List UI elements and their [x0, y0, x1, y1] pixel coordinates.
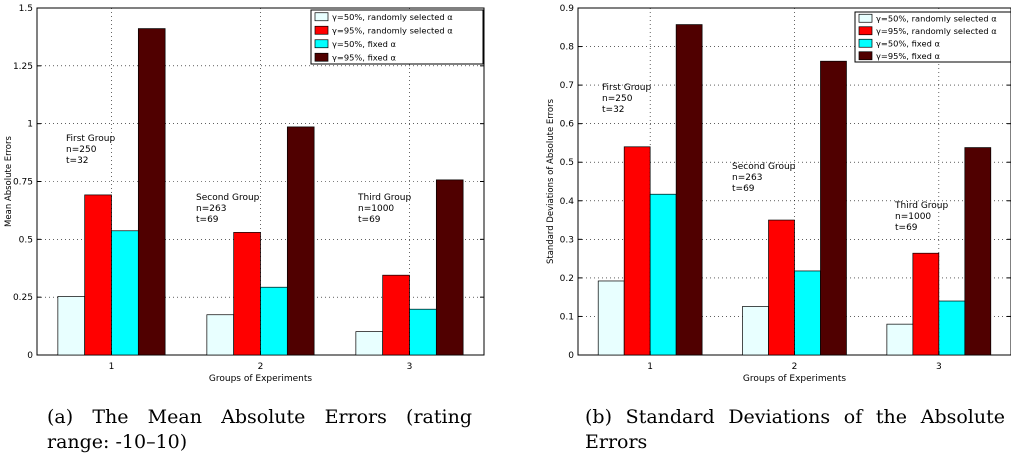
legend-swatch: [314, 25, 329, 35]
bar: [938, 300, 966, 356]
y-tick-label: 0: [568, 351, 574, 361]
legend-label: γ=95%, randomly selected α: [876, 26, 997, 36]
bar: [623, 146, 651, 356]
bar: [912, 252, 940, 356]
group-annotation: t=69: [732, 184, 755, 194]
chart-b-svg: 0 0.1 0.2 0.3 0.4 0.5 0.6 0.7 0.8 0.9 1 2 3 Groups of…: [546, 4, 1011, 384]
group-annotation: n=263: [196, 204, 226, 214]
bar: [57, 296, 86, 356]
x-tick-label: 3: [936, 362, 942, 372]
bar: [649, 193, 677, 356]
y-tick-label: 0.25: [13, 293, 33, 303]
y-tick-label: 0.3: [560, 235, 574, 245]
bar: [794, 270, 821, 356]
chart-panel-a: 0 0.25 0.5 0.75 1 1.25 1.5 1 2 3 Groups of Experim…: [0, 0, 500, 463]
bar: [964, 147, 992, 356]
bar: [260, 286, 288, 356]
group-annotation: t=32: [602, 105, 625, 115]
legend-label: γ=95%, fixed α: [876, 51, 940, 61]
group-annotation: First Group: [602, 83, 651, 93]
y-axis-label: Standard Deviations of Absolute Errors: [546, 98, 556, 264]
bar: [742, 306, 769, 356]
bar: [286, 126, 315, 356]
legend-label: γ=50%, fixed α: [332, 39, 396, 49]
bar: [137, 28, 166, 356]
x-tick-label: 1: [647, 362, 653, 372]
x-tick-label: 2: [792, 362, 798, 372]
legend-label: γ=50%, randomly selected α: [332, 12, 453, 22]
legend-label: γ=95%, randomly selected α: [332, 25, 453, 35]
y-tick-label: 0: [27, 351, 33, 361]
x-axis-label: Groups of Experiments: [743, 374, 846, 384]
bar: [768, 219, 795, 356]
group-annotation: Third Group: [357, 193, 412, 203]
legend-swatch: [858, 13, 873, 23]
group-annotation: t=69: [358, 215, 381, 225]
group-annotation: t=69: [895, 223, 918, 233]
bar: [820, 60, 847, 356]
legend-label: γ=50%, fixed α: [876, 38, 940, 48]
x-axis-label: Groups of Experiments: [209, 374, 312, 384]
group-annotation: Second Group: [732, 162, 796, 172]
legend-label: γ=50%, randomly selected α: [876, 13, 997, 23]
bar: [84, 194, 112, 356]
y-tick-label: 1.25: [13, 62, 33, 72]
chart-panel-b: 0 0.1 0.2 0.3 0.4 0.5 0.6 0.7 0.8 0.9 1 2 3 Groups of…: [511, 0, 1011, 463]
y-tick-label: 1: [27, 120, 33, 130]
group-annotation: Second Group: [196, 193, 260, 203]
y-tick-label: 0.8: [560, 43, 575, 53]
y-tick-label: 0.4: [560, 197, 575, 207]
legend-box: [310, 9, 484, 65]
legend-swatch: [858, 51, 873, 61]
bar: [597, 280, 625, 356]
group-annotation: n=1000: [358, 204, 394, 214]
y-tick-label: 0.5: [19, 235, 33, 245]
legend-box: [854, 11, 1011, 63]
y-tick-label: 0.9: [560, 4, 575, 14]
legend-swatch: [314, 12, 329, 22]
bar: [355, 331, 384, 356]
group-annotation: n=1000: [895, 212, 931, 222]
group-annotation: t=69: [196, 215, 219, 225]
caption-a: (a) The Mean Absolute Errors (rating ran…: [47, 406, 472, 453]
chart-a-svg: 0 0.25 0.5 0.75 1 1.25 1.5 1 2 3 Groups of Experim…: [4, 4, 485, 384]
x-tick-label: 2: [258, 362, 264, 372]
bar: [886, 323, 914, 356]
group-annotation: n=250: [66, 145, 97, 155]
y-tick-label: 0.5: [560, 158, 574, 168]
group-annotation: n=263: [732, 173, 762, 183]
group-annotation: t=32: [66, 156, 89, 166]
group-annotation: First Group: [66, 134, 115, 144]
bar: [435, 179, 464, 356]
y-tick-label: 1.5: [19, 4, 33, 14]
bar: [382, 274, 410, 356]
x-tick-label: 1: [109, 362, 115, 372]
bar: [409, 308, 437, 356]
y-tick-label: 0.2: [560, 274, 574, 284]
caption-b: (b) Standard Deviations of the Absolute …: [585, 406, 1005, 453]
x-tick-label: 3: [407, 362, 413, 372]
group-annotation: Third Group: [894, 201, 949, 211]
y-axis-label: Mean Absolute Errors: [4, 136, 14, 227]
y-tick-label: 0.7: [560, 81, 574, 91]
legend-swatch: [314, 39, 329, 49]
legend-swatch: [314, 52, 329, 62]
bar: [111, 230, 139, 356]
legend-swatch: [858, 38, 873, 48]
legend-label: γ=95%, fixed α: [332, 52, 396, 62]
y-tick-label: 0.6: [560, 120, 575, 130]
y-tick-label: 0.1: [560, 312, 574, 322]
bar: [233, 232, 261, 356]
bar: [206, 314, 235, 356]
y-tick-label: 0.75: [13, 178, 33, 188]
legend-swatch: [858, 26, 873, 36]
bar: [675, 24, 703, 356]
group-annotation: n=250: [602, 94, 633, 104]
